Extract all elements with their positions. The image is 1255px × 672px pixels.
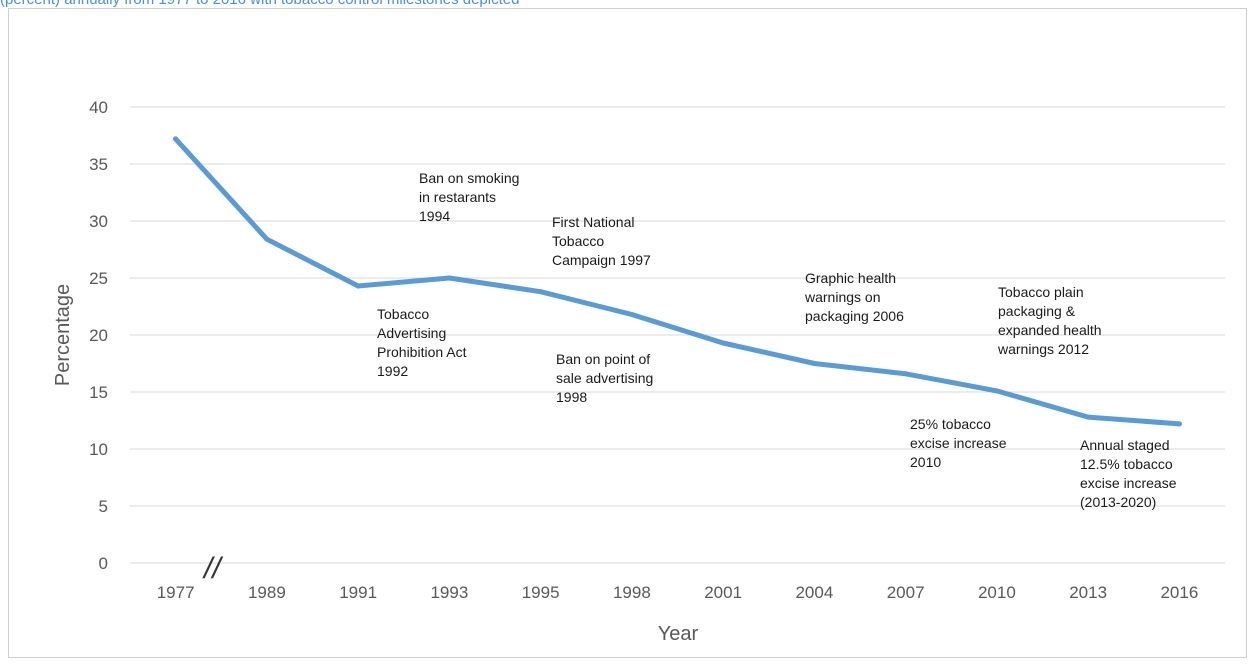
milestone-annotation: Tobacco plain packaging & expanded health w…: [997, 284, 1102, 357]
milestone-annotation: First National Tobacco Campaign 1997: [552, 214, 651, 268]
milestone-annotation: Graphic health warnings on packaging 2006: [804, 270, 904, 324]
x-tick-label: 2016: [1160, 583, 1198, 602]
x-tick-label: 2013: [1069, 583, 1107, 602]
milestone-annotation: 25% tobacco excise increase 2010: [910, 416, 1007, 470]
chart-frame: [8, 8, 1247, 658]
data-point-2001: [720, 340, 726, 346]
x-tick-label: 1998: [613, 583, 651, 602]
milestone-annotations: Ban on smoking in restarants 1994 First Nat…: [377, 170, 1177, 510]
y-tick-label: 40: [89, 98, 108, 117]
data-point-2016: [1176, 421, 1182, 427]
data-point-1998: [629, 311, 635, 317]
data-point-2013: [1085, 414, 1091, 420]
milestone-annotation: Ban on point of sale advertising 1998: [556, 351, 653, 405]
series-line: [173, 136, 1182, 427]
caption-fragment: (percent) annually from 1977 to 2016 wit…: [0, 0, 1255, 9]
x-tick-label: 1991: [339, 583, 377, 602]
data-point-1995: [538, 289, 544, 295]
data-points: [173, 136, 1182, 427]
y-axis-title: Percentage: [52, 284, 74, 386]
y-tick-label: 5: [99, 497, 108, 516]
x-tick-label: 2001: [704, 583, 742, 602]
y-tick-label: 30: [89, 212, 108, 231]
data-point-2004: [811, 361, 817, 366]
data-point-1989: [264, 236, 270, 242]
milestone-annotation: Annual staged 12.5% tobacco excise increas…: [1080, 437, 1177, 510]
x-tick-label: 1977: [157, 583, 195, 602]
gridlines: [130, 106, 1225, 564]
data-point-2007: [903, 371, 909, 377]
data-point-2010: [994, 388, 1000, 394]
y-tick-label: 20: [89, 326, 108, 345]
data-point-1993: [446, 275, 452, 281]
axis-break-mark: //: [202, 552, 223, 585]
x-tick-label: 1993: [430, 583, 468, 602]
x-tick-labels: 1977 1989 1991 1993 1995 1998 2001 2004 2007 2010…: [157, 583, 1199, 602]
x-tick-label: 2004: [795, 583, 833, 602]
data-point-1977: [173, 136, 179, 142]
milestone-annotation: Tobacco Advertising Prohibition Act 1992: [377, 306, 467, 379]
y-tick-label: 0: [99, 554, 108, 573]
milestone-annotation: Ban on smoking in restarants 1994: [419, 170, 519, 224]
y-tick-label: 25: [89, 269, 108, 288]
y-tick-label: 35: [89, 155, 108, 174]
x-tick-label: 2010: [978, 583, 1016, 602]
y-tick-label: 15: [89, 383, 108, 402]
y-tick-label: 10: [89, 440, 108, 459]
x-tick-label: 1995: [522, 583, 560, 602]
x-axis-title: Year: [658, 623, 699, 645]
data-point-1991: [355, 283, 361, 289]
x-tick-label: 2007: [887, 583, 925, 602]
y-tick-labels: 0 5 10 15 20 25 30 35 40: [89, 98, 108, 573]
x-tick-label: 1989: [248, 583, 286, 602]
